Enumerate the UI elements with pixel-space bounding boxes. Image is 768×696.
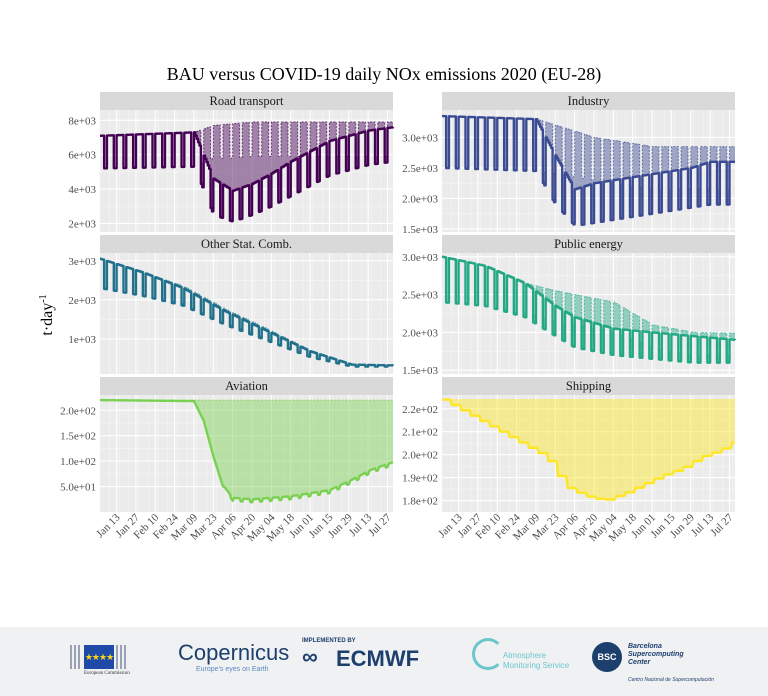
panel-public-energy: Public energy 1.5e+03 2.0e+03 2.5e+03 3.0e+0… <box>402 235 737 377</box>
bau-line <box>442 256 736 356</box>
y-tick-label: 2.5e+03 <box>402 163 438 175</box>
panel-background <box>100 395 393 512</box>
panel-strip <box>442 377 735 395</box>
cams-line-2: Monitoring Service <box>503 661 570 670</box>
panel-other-stat-comb: Other Stat. Comb. 1e+03 2e+03 3e+03 <box>68 235 395 374</box>
copernicus-logo: Copernicus <box>178 640 289 666</box>
y-tick-label: 2.5e+03 <box>402 290 438 302</box>
panel-title: Public energy <box>554 237 624 251</box>
panel-background <box>442 395 735 512</box>
footer-logo-bar <box>0 627 768 696</box>
chart-canvas: Road transport 2e+03 4e+03 6e+03 8e+03 Indust… <box>38 92 737 544</box>
panel-strip <box>100 377 393 395</box>
cams-icon <box>472 638 504 670</box>
panel-title: Shipping <box>566 379 612 393</box>
y-tick-label: 2.0e+02 <box>402 450 438 462</box>
panel-background <box>442 110 735 232</box>
eu-stars-icon: ★★★★ <box>84 652 114 662</box>
reduction-area <box>100 400 393 503</box>
y-tick-label: 1.8e+02 <box>402 496 438 508</box>
reduction-area <box>442 399 735 500</box>
y-tick-label: 4e+03 <box>68 184 96 196</box>
y-tick-label: 1.5e+03 <box>402 224 438 236</box>
panel-strip <box>100 92 393 110</box>
copernicus-logo-text: opernicus <box>193 640 290 665</box>
covid-line <box>442 398 735 501</box>
bsc-line-1: Barcelona <box>628 643 662 650</box>
reduction-area <box>442 256 735 363</box>
panel-strip <box>442 92 735 110</box>
panel-title: Road transport <box>210 94 284 108</box>
ecmwf-implemented-by: IMPLEMENTED BY <box>302 638 356 644</box>
panel-background <box>100 110 393 232</box>
ec-building-icon-right <box>116 645 128 669</box>
ecmwf-logo: ECMWF <box>336 646 420 671</box>
panel-strip <box>442 235 735 253</box>
covid-line <box>442 255 737 364</box>
panel-title: Other Stat. Comb. <box>201 237 292 251</box>
covid-line <box>100 257 395 368</box>
y-tick-label: 3.0e+03 <box>402 252 438 264</box>
panel-road-transport: Road transport 2e+03 4e+03 6e+03 8e+03 <box>68 92 395 232</box>
x-tick-label: Jul 27 <box>708 511 736 539</box>
y-tick-label: 2.2e+02 <box>402 404 438 416</box>
copernicus-tagline: Europe's eyes on Earth <box>196 666 269 673</box>
covid-line <box>99 398 394 504</box>
y-tick-label: 3.0e+03 <box>402 132 438 144</box>
y-tick-label: 1e+03 <box>68 334 96 346</box>
y-tick-label: 8e+03 <box>68 115 96 127</box>
reduction-area <box>100 122 393 222</box>
bsc-line-3: Center <box>628 659 651 666</box>
y-tick-label: 2.1e+02 <box>402 427 438 439</box>
ec-building-icon <box>70 645 82 669</box>
y-tick-label: 1.0e+02 <box>60 456 96 468</box>
panel-title: Aviation <box>225 379 269 393</box>
y-tick-label: 6e+03 <box>68 150 96 162</box>
y-tick-label: 1.5e+03 <box>402 365 438 377</box>
bsc-logo-icon: BSC <box>592 642 622 672</box>
y-tick-label: 1.5e+02 <box>60 431 96 443</box>
y-tick-label: 5.0e+01 <box>60 482 96 494</box>
cams-logo-text: Atmosphere Monitoring Service <box>503 651 569 671</box>
cams-line-1: Atmosphere <box>503 651 547 660</box>
y-axis-label-superscript: -1 <box>38 294 49 302</box>
copernicus-logo-c: C <box>178 640 194 665</box>
ec-logo-text: European Commission <box>84 671 130 676</box>
panel-title: Industry <box>568 94 610 108</box>
y-tick-label: 2e+03 <box>68 218 96 230</box>
eu-flag-icon <box>84 645 114 669</box>
chart-title: BAU versus COVID-19 daily NOx emissions … <box>166 64 602 84</box>
panel-strip <box>100 235 393 253</box>
y-tick-label: 3e+03 <box>68 256 96 268</box>
covid-line <box>100 126 395 223</box>
y-tick-label: 2e+03 <box>68 295 96 307</box>
ecmwf-wave-icon: ∞ <box>302 644 318 669</box>
bsc-subtitle: Centro Nacional de Supercomputación <box>628 677 714 683</box>
y-tick-label: 1.9e+02 <box>402 473 438 485</box>
bsc-logo-text: Barcelona Supercomputing Center <box>628 643 684 667</box>
bsc-line-2: Supercomputing <box>628 651 684 658</box>
y-tick-label: 2.0e+02 <box>60 405 96 417</box>
panel-shipping: Shipping 1.8e+02 1.9e+02 2.0e+02 2.1e+02 2.2e… <box>402 377 736 544</box>
x-tick-label: Jul 27 <box>366 511 394 539</box>
y-axis-label: t·day-1 <box>38 294 56 335</box>
y-tick-label: 2.0e+03 <box>402 327 438 339</box>
panel-aviation: Aviation5.0e+011.0e+021.5e+022.0e+02Jan … <box>60 377 394 544</box>
y-tick-label: 2.0e+03 <box>402 193 438 205</box>
covid-line <box>442 114 735 227</box>
panel-industry: Industry 1.5e+03 2.0e+03 2.5e+03 3.0e+03 <box>402 92 735 236</box>
